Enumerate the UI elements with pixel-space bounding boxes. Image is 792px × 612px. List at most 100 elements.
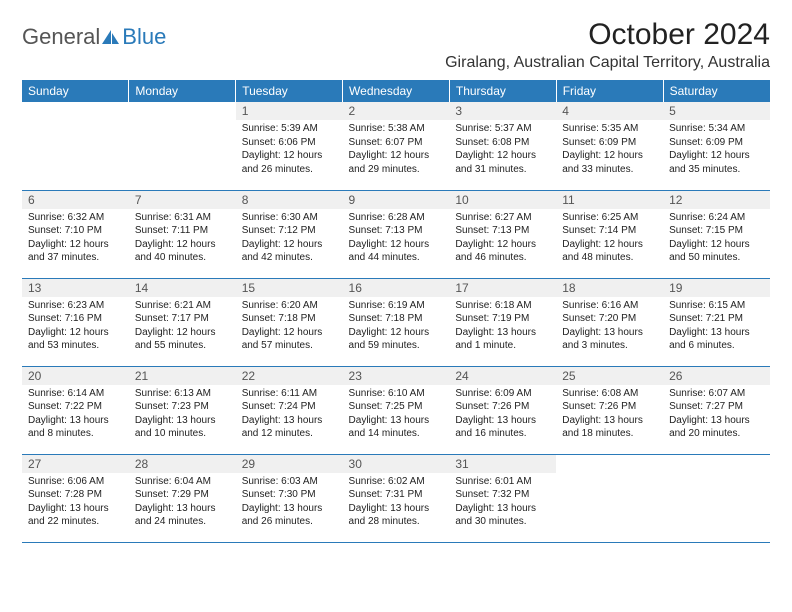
sunrise-line: Sunrise: 6:13 AM: [135, 387, 230, 401]
calendar-day-cell: 2Sunrise: 5:38 AMSunset: 6:07 PMDaylight…: [343, 102, 450, 190]
sunrise-line: Sunrise: 5:38 AM: [349, 122, 444, 136]
sunrise-line: Sunrise: 6:25 AM: [562, 211, 657, 225]
logo: General Blue: [22, 18, 166, 50]
logo-text-blue: Blue: [122, 24, 166, 50]
day-body: Sunrise: 6:27 AMSunset: 7:13 PMDaylight:…: [449, 209, 556, 269]
daylight-line: Daylight: 13 hours and 10 minutes.: [135, 414, 230, 441]
day-number: 2: [343, 102, 450, 120]
daylight-line: Daylight: 12 hours and 33 minutes.: [562, 149, 657, 176]
sunset-line: Sunset: 7:27 PM: [669, 400, 764, 414]
sunrise-line: Sunrise: 6:30 AM: [242, 211, 337, 225]
calendar-day-cell: 16Sunrise: 6:19 AMSunset: 7:18 PMDayligh…: [343, 278, 450, 366]
calendar-day-cell: [22, 102, 129, 190]
day-number: 24: [449, 367, 556, 385]
day-body: Sunrise: 6:04 AMSunset: 7:29 PMDaylight:…: [129, 473, 236, 533]
sunset-line: Sunset: 7:22 PM: [28, 400, 123, 414]
calendar-day-cell: 4Sunrise: 5:35 AMSunset: 6:09 PMDaylight…: [556, 102, 663, 190]
sunrise-line: Sunrise: 6:11 AM: [242, 387, 337, 401]
calendar-day-cell: 17Sunrise: 6:18 AMSunset: 7:19 PMDayligh…: [449, 278, 556, 366]
daylight-line: Daylight: 12 hours and 40 minutes.: [135, 238, 230, 265]
day-body: Sunrise: 6:19 AMSunset: 7:18 PMDaylight:…: [343, 297, 450, 357]
sunrise-line: Sunrise: 5:35 AM: [562, 122, 657, 136]
day-body: Sunrise: 6:24 AMSunset: 7:15 PMDaylight:…: [663, 209, 770, 269]
dayname-header: Sunday: [22, 80, 129, 102]
day-body: Sunrise: 6:18 AMSunset: 7:19 PMDaylight:…: [449, 297, 556, 357]
calendar-day-cell: 23Sunrise: 6:10 AMSunset: 7:25 PMDayligh…: [343, 366, 450, 454]
sunrise-line: Sunrise: 6:15 AM: [669, 299, 764, 313]
day-number: 19: [663, 279, 770, 297]
day-number: 30: [343, 455, 450, 473]
calendar-day-cell: 22Sunrise: 6:11 AMSunset: 7:24 PMDayligh…: [236, 366, 343, 454]
sunset-line: Sunset: 7:13 PM: [455, 224, 550, 238]
sunset-line: Sunset: 7:24 PM: [242, 400, 337, 414]
sunset-line: Sunset: 7:19 PM: [455, 312, 550, 326]
dayname-header: Friday: [556, 80, 663, 102]
sunset-line: Sunset: 7:17 PM: [135, 312, 230, 326]
dayname-header: Wednesday: [343, 80, 450, 102]
calendar-day-cell: 30Sunrise: 6:02 AMSunset: 7:31 PMDayligh…: [343, 454, 450, 542]
calendar-day-cell: 6Sunrise: 6:32 AMSunset: 7:10 PMDaylight…: [22, 190, 129, 278]
calendar-day-cell: 8Sunrise: 6:30 AMSunset: 7:12 PMDaylight…: [236, 190, 343, 278]
sunset-line: Sunset: 7:28 PM: [28, 488, 123, 502]
sunset-line: Sunset: 7:21 PM: [669, 312, 764, 326]
sunset-line: Sunset: 7:25 PM: [349, 400, 444, 414]
daylight-line: Daylight: 12 hours and 46 minutes.: [455, 238, 550, 265]
logo-sail-icon: [102, 30, 120, 44]
daylight-line: Daylight: 12 hours and 59 minutes.: [349, 326, 444, 353]
calendar-day-cell: 15Sunrise: 6:20 AMSunset: 7:18 PMDayligh…: [236, 278, 343, 366]
sunrise-line: Sunrise: 6:09 AM: [455, 387, 550, 401]
day-body: Sunrise: 5:39 AMSunset: 6:06 PMDaylight:…: [236, 120, 343, 180]
daylight-line: Daylight: 12 hours and 29 minutes.: [349, 149, 444, 176]
day-number: 3: [449, 102, 556, 120]
title-block: October 2024 Giralang, Australian Capita…: [445, 18, 770, 72]
day-body: Sunrise: 6:06 AMSunset: 7:28 PMDaylight:…: [22, 473, 129, 533]
calendar-week-row: 13Sunrise: 6:23 AMSunset: 7:16 PMDayligh…: [22, 278, 770, 366]
sunrise-line: Sunrise: 6:32 AM: [28, 211, 123, 225]
calendar-day-cell: 19Sunrise: 6:15 AMSunset: 7:21 PMDayligh…: [663, 278, 770, 366]
sunset-line: Sunset: 6:06 PM: [242, 136, 337, 150]
sunset-line: Sunset: 7:11 PM: [135, 224, 230, 238]
day-number: 7: [129, 191, 236, 209]
sunrise-line: Sunrise: 6:04 AM: [135, 475, 230, 489]
sunrise-line: Sunrise: 6:31 AM: [135, 211, 230, 225]
sunrise-line: Sunrise: 6:28 AM: [349, 211, 444, 225]
day-body: Sunrise: 6:15 AMSunset: 7:21 PMDaylight:…: [663, 297, 770, 357]
day-body: Sunrise: 6:07 AMSunset: 7:27 PMDaylight:…: [663, 385, 770, 445]
day-number: 18: [556, 279, 663, 297]
calendar-day-cell: 3Sunrise: 5:37 AMSunset: 6:08 PMDaylight…: [449, 102, 556, 190]
day-number: 27: [22, 455, 129, 473]
day-body: Sunrise: 6:11 AMSunset: 7:24 PMDaylight:…: [236, 385, 343, 445]
calendar-day-cell: 31Sunrise: 6:01 AMSunset: 7:32 PMDayligh…: [449, 454, 556, 542]
daylight-line: Daylight: 13 hours and 26 minutes.: [242, 502, 337, 529]
calendar-day-cell: 25Sunrise: 6:08 AMSunset: 7:26 PMDayligh…: [556, 366, 663, 454]
sunset-line: Sunset: 6:08 PM: [455, 136, 550, 150]
calendar-day-cell: 7 Sunrise: 6:31 AMSunset: 7:11 PMDaylight…: [129, 190, 236, 278]
sunset-line: Sunset: 7:26 PM: [562, 400, 657, 414]
day-number: 9: [343, 191, 450, 209]
dayname-header: Thursday: [449, 80, 556, 102]
daylight-line: Daylight: 13 hours and 18 minutes.: [562, 414, 657, 441]
sunset-line: Sunset: 7:26 PM: [455, 400, 550, 414]
day-number: 25: [556, 367, 663, 385]
sunrise-line: Sunrise: 6:01 AM: [455, 475, 550, 489]
day-number: 17: [449, 279, 556, 297]
day-body: Sunrise: 6:08 AMSunset: 7:26 PMDaylight:…: [556, 385, 663, 445]
sunrise-line: Sunrise: 6:14 AM: [28, 387, 123, 401]
sunrise-line: Sunrise: 6:20 AM: [242, 299, 337, 313]
daylight-line: Daylight: 12 hours and 55 minutes.: [135, 326, 230, 353]
sunset-line: Sunset: 7:15 PM: [669, 224, 764, 238]
calendar-day-cell: 29Sunrise: 6:03 AMSunset: 7:30 PMDayligh…: [236, 454, 343, 542]
day-number: 5: [663, 102, 770, 120]
day-body: Sunrise: 6:03 AMSunset: 7:30 PMDaylight:…: [236, 473, 343, 533]
daylight-line: Daylight: 12 hours and 42 minutes.: [242, 238, 337, 265]
day-body: Sunrise: 5:38 AMSunset: 6:07 PMDaylight:…: [343, 120, 450, 180]
sunrise-line: Sunrise: 6:23 AM: [28, 299, 123, 313]
day-number: 20: [22, 367, 129, 385]
day-body: Sunrise: 5:34 AMSunset: 6:09 PMDaylight:…: [663, 120, 770, 180]
calendar-week-row: 1Sunrise: 5:39 AMSunset: 6:06 PMDaylight…: [22, 102, 770, 190]
sunrise-line: Sunrise: 6:27 AM: [455, 211, 550, 225]
daylight-line: Daylight: 13 hours and 22 minutes.: [28, 502, 123, 529]
daylight-line: Daylight: 12 hours and 35 minutes.: [669, 149, 764, 176]
daylight-line: Daylight: 13 hours and 14 minutes.: [349, 414, 444, 441]
day-number: 21: [129, 367, 236, 385]
